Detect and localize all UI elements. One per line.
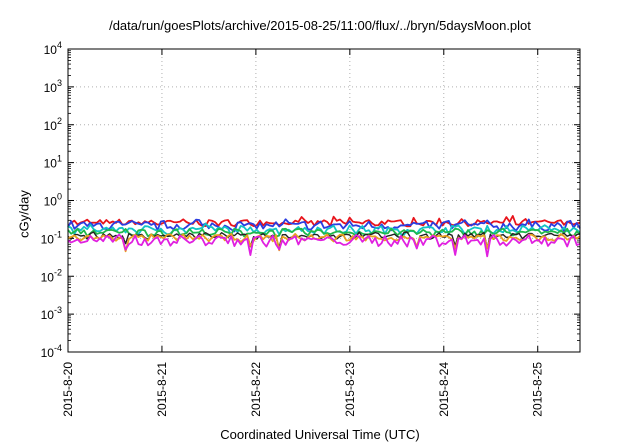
y-tick-label: 103 (44, 78, 62, 95)
plot-frame (67, 48, 581, 353)
series-line (67, 214, 581, 228)
x-tick-label: 2015-8-20 (61, 362, 75, 417)
y-tick-label: 10-4 (41, 343, 62, 360)
y-tick-label: 10-1 (41, 229, 62, 246)
x-tick-label: 2015-8-23 (343, 362, 357, 417)
x-axis-label: Coordinated Universal Time (UTC) (220, 427, 420, 442)
y-tick-label: 104 (44, 40, 62, 57)
x-tick-label: 2015-8-25 (531, 362, 545, 417)
series-line (67, 233, 581, 258)
series-line (67, 227, 581, 238)
y-tick-label: 102 (44, 116, 62, 133)
x-tick-label: 2015-8-22 (249, 362, 263, 417)
y-tick-label: 10-3 (41, 305, 62, 322)
x-tick-label: 2015-8-21 (155, 362, 169, 417)
y-tick-label: 100 (44, 192, 62, 209)
series-line (67, 232, 581, 253)
chart-title: /data/run/goesPlots/archive/2015-08-25/1… (109, 18, 531, 33)
y-tick-label: 10-2 (41, 267, 62, 284)
y-tick-label: 101 (44, 154, 62, 171)
series-line (67, 218, 581, 233)
x-tick-label: 2015-8-24 (437, 362, 451, 417)
